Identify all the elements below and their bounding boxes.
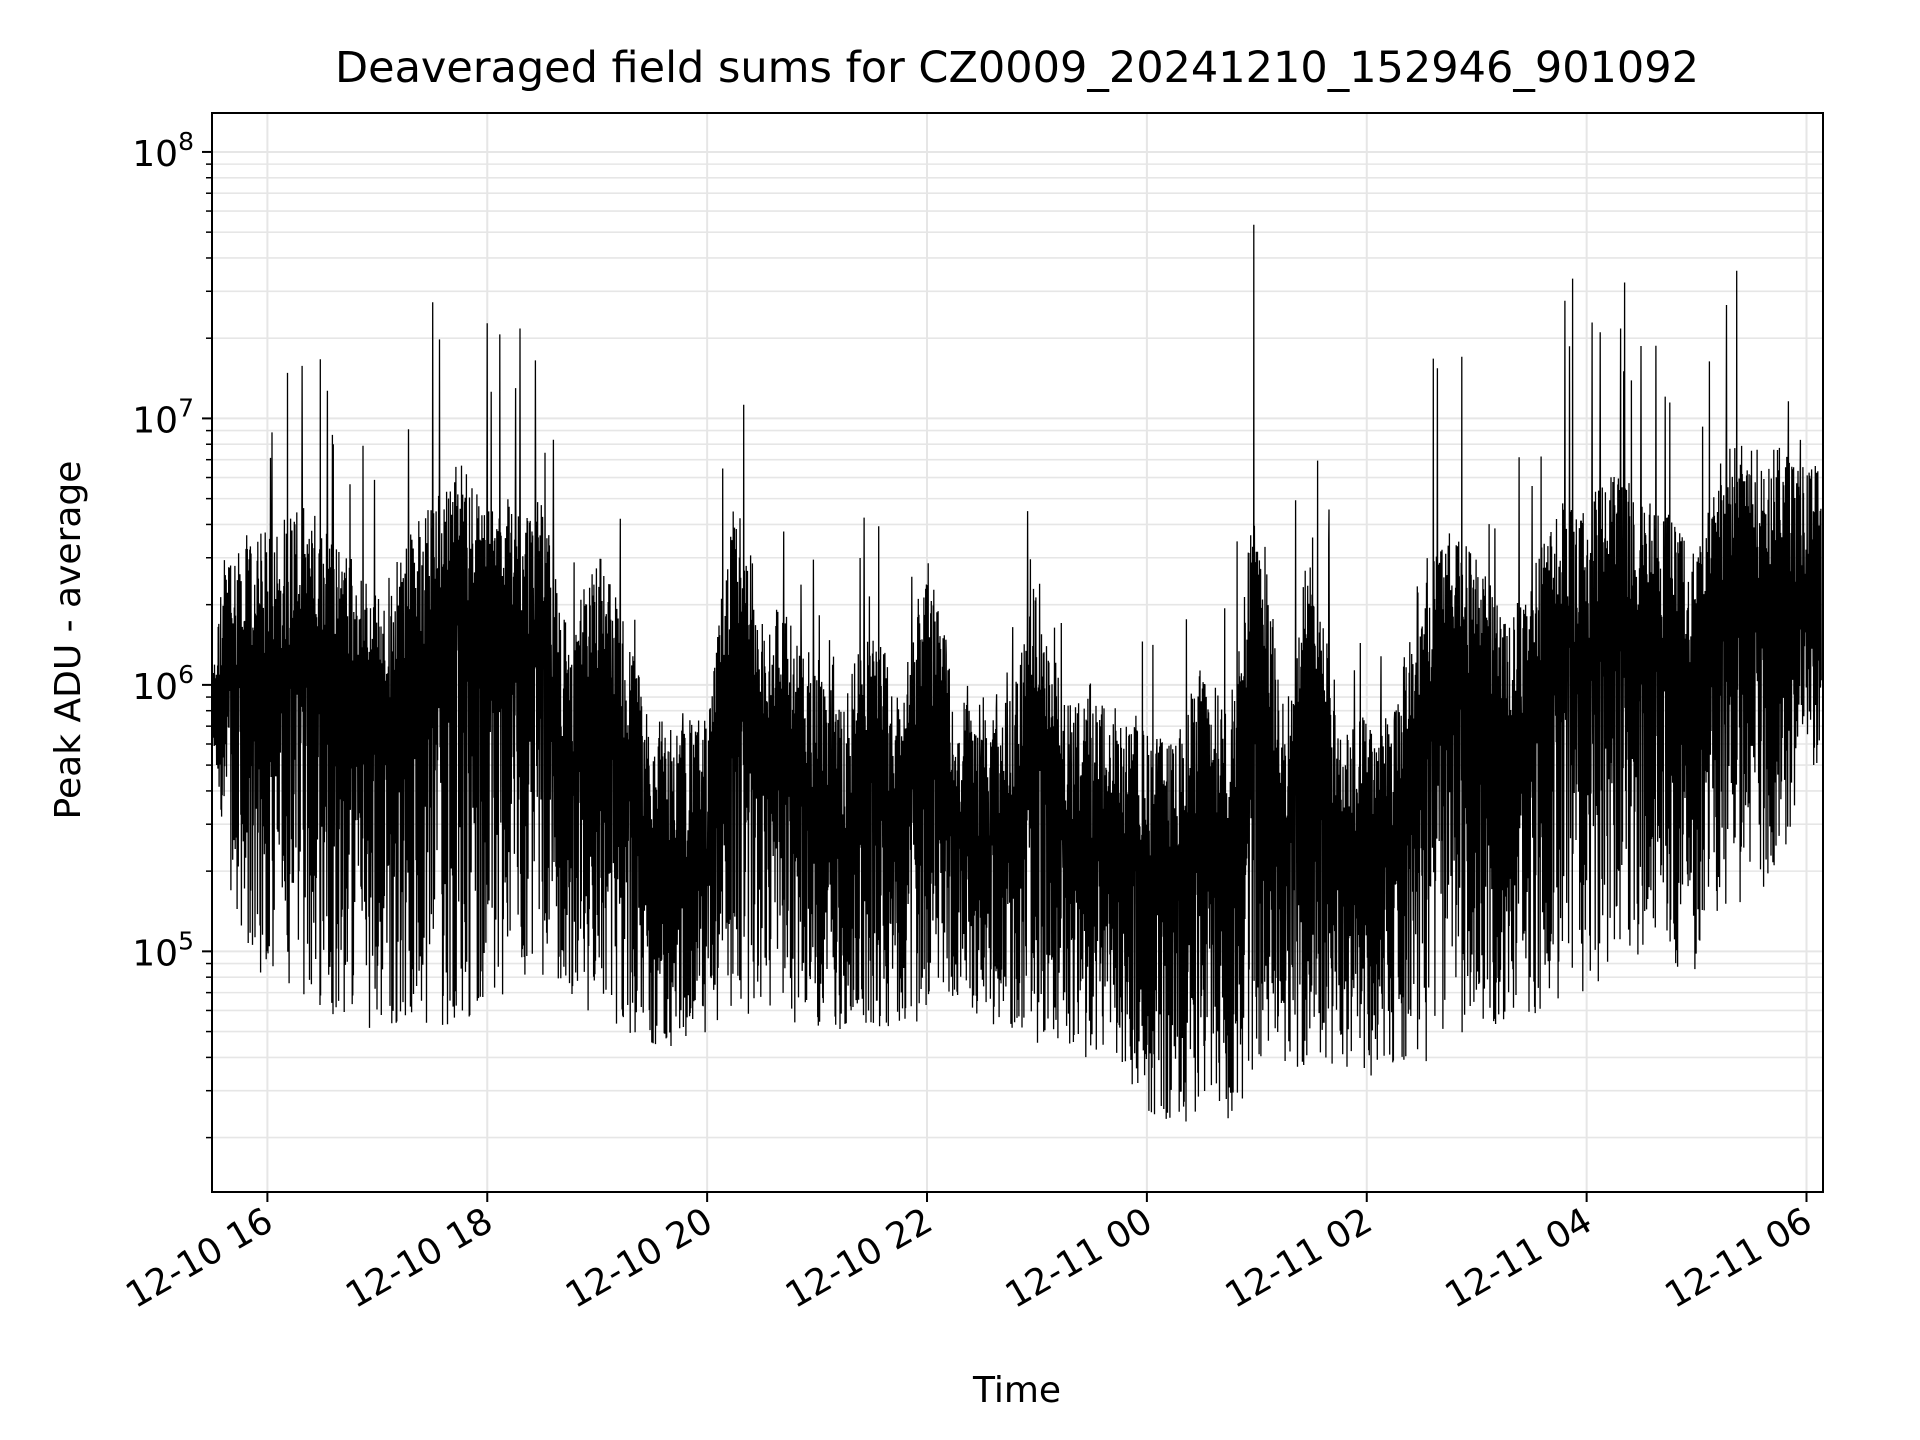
y-tick-label-base: 10 bbox=[132, 134, 178, 175]
y-tick-label-exponent: 7 bbox=[178, 393, 194, 422]
y-tick-label-exponent: 8 bbox=[178, 127, 194, 156]
y-tick-label: 108 bbox=[132, 127, 194, 175]
plot-area bbox=[211, 224, 1822, 1122]
plot-frame bbox=[211, 112, 1824, 1193]
x-axis-label: Time bbox=[972, 1370, 1061, 1411]
y-tick-label: 107 bbox=[132, 393, 194, 441]
y-tick-label-base: 10 bbox=[132, 400, 178, 441]
series-line bbox=[211, 224, 1822, 1122]
y-tick-label-exponent: 5 bbox=[178, 926, 194, 955]
y-tick-label: 106 bbox=[132, 660, 194, 708]
chart-title: Deaveraged field sums for CZ0009_2024121… bbox=[335, 43, 1699, 93]
y-tick-label-base: 10 bbox=[132, 933, 178, 974]
y-tick-label-base: 10 bbox=[132, 667, 178, 708]
y-axis-label: Peak ADU - average bbox=[48, 461, 89, 820]
y-tick-label-exponent: 6 bbox=[178, 660, 194, 689]
y-tick-label: 105 bbox=[132, 926, 194, 974]
